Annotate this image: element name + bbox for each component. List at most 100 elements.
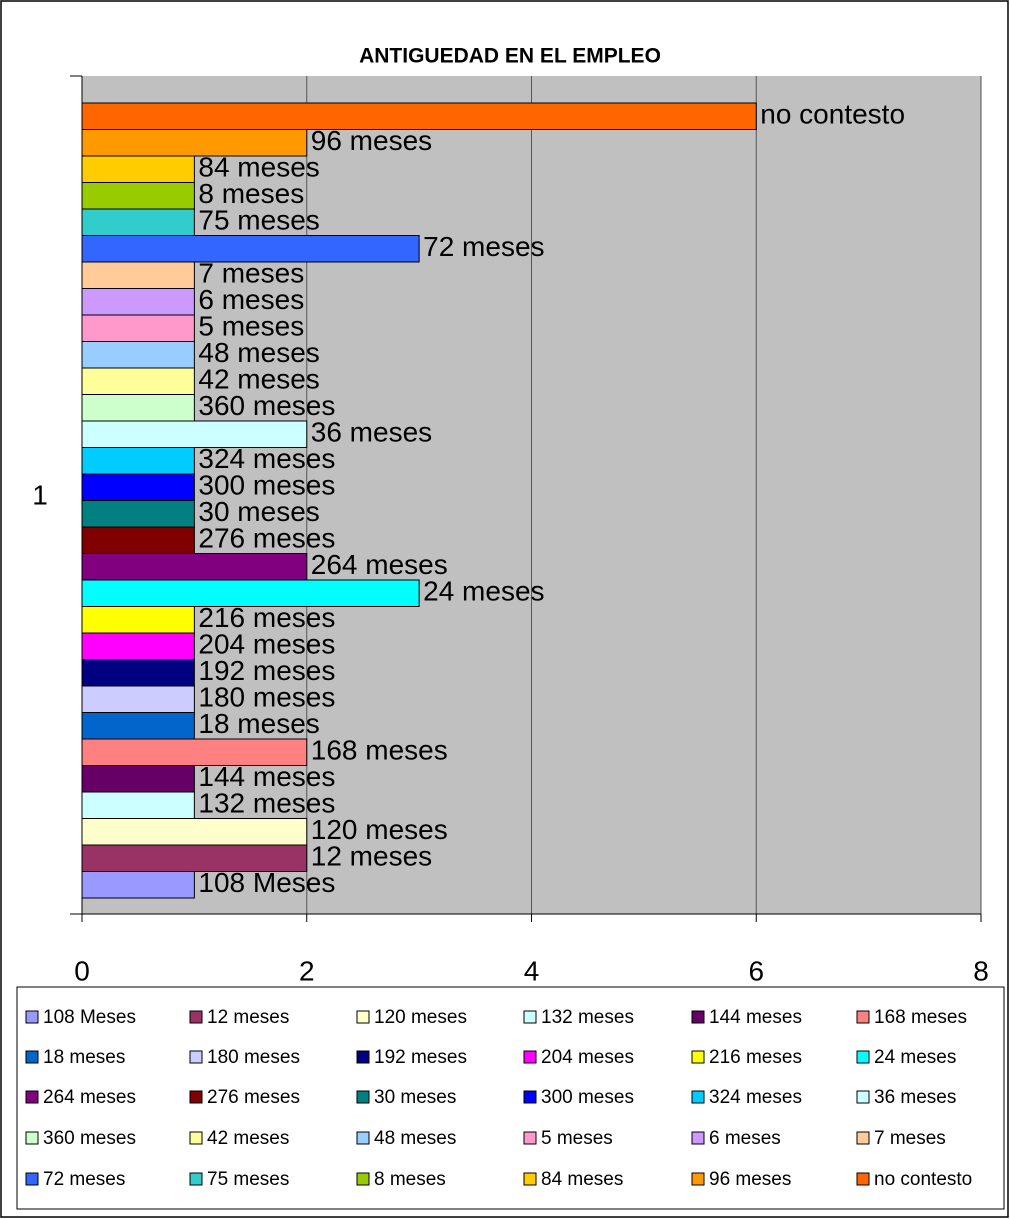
legend-label: 12 meses bbox=[207, 1007, 289, 1028]
bar bbox=[81, 447, 195, 475]
bar bbox=[81, 367, 195, 395]
legend-label: 36 meses bbox=[874, 1087, 956, 1108]
data-label: 132 meses bbox=[198, 788, 335, 819]
legend-swatch bbox=[189, 1010, 203, 1024]
data-label: 264 meses bbox=[311, 549, 448, 580]
bar bbox=[81, 553, 308, 581]
legend-swatch bbox=[856, 1172, 870, 1186]
data-label: 168 meses bbox=[311, 735, 448, 766]
x-tick-label: 2 bbox=[299, 955, 315, 986]
bar bbox=[81, 182, 195, 210]
legend-swatch bbox=[25, 1090, 39, 1104]
legend-label: 42 meses bbox=[207, 1128, 289, 1149]
legend-label: 360 meses bbox=[43, 1128, 136, 1149]
data-label: 18 meses bbox=[198, 708, 319, 739]
legend-label: 75 meses bbox=[207, 1169, 289, 1190]
bar bbox=[81, 765, 195, 793]
bar bbox=[81, 102, 757, 130]
data-label: 72 meses bbox=[423, 231, 544, 262]
data-label: 30 meses bbox=[198, 496, 319, 527]
legend-label: 264 meses bbox=[43, 1087, 136, 1108]
legend-label: 5 meses bbox=[541, 1128, 613, 1149]
legend-swatch bbox=[856, 1010, 870, 1024]
y-category-label: 1 bbox=[32, 479, 48, 510]
bar bbox=[81, 685, 195, 713]
legend-swatch bbox=[691, 1172, 705, 1186]
legend-swatch bbox=[523, 1090, 537, 1104]
legend-label: 180 meses bbox=[207, 1047, 300, 1068]
legend-swatch bbox=[189, 1172, 203, 1186]
bar bbox=[81, 871, 195, 899]
data-label: 96 meses bbox=[311, 125, 432, 156]
bar bbox=[81, 208, 195, 236]
legend-label: 120 meses bbox=[374, 1007, 467, 1028]
legend-label: 168 meses bbox=[874, 1007, 967, 1028]
data-label: 8 meses bbox=[198, 178, 304, 209]
data-label: 120 meses bbox=[311, 814, 448, 845]
data-label: 36 meses bbox=[311, 417, 432, 448]
chart-title: ANTIGUEDAD EN EL EMPLEO bbox=[359, 45, 661, 68]
bar bbox=[81, 288, 195, 316]
bar bbox=[81, 526, 195, 554]
legend-label: 18 meses bbox=[43, 1047, 125, 1068]
data-label: no contesto bbox=[760, 99, 905, 130]
legend-swatch bbox=[25, 1050, 39, 1064]
data-label: 324 meses bbox=[198, 443, 335, 474]
legend-label: 84 meses bbox=[541, 1169, 623, 1190]
data-label: 75 meses bbox=[198, 205, 319, 236]
data-label: 7 meses bbox=[198, 258, 304, 289]
legend-label: 300 meses bbox=[541, 1087, 634, 1108]
x-tick-label: 6 bbox=[748, 955, 764, 986]
x-tick-label: 4 bbox=[524, 955, 540, 986]
legend-label: 24 meses bbox=[874, 1047, 956, 1068]
data-label: 180 meses bbox=[198, 682, 335, 713]
data-label: 300 meses bbox=[198, 470, 335, 501]
data-label: 108 Meses bbox=[198, 867, 335, 898]
data-label: 42 meses bbox=[198, 364, 319, 395]
data-label: 84 meses bbox=[198, 152, 319, 183]
bar bbox=[81, 632, 195, 660]
bar bbox=[81, 844, 308, 872]
data-label: 24 meses bbox=[423, 576, 544, 607]
bar bbox=[81, 235, 420, 263]
legend-swatch bbox=[356, 1131, 370, 1145]
bar bbox=[81, 500, 195, 528]
x-tick-label: 0 bbox=[74, 955, 90, 986]
legend-label: 204 meses bbox=[541, 1047, 634, 1068]
bar bbox=[81, 579, 420, 607]
legend-swatch bbox=[856, 1131, 870, 1145]
legend-label: 96 meses bbox=[709, 1169, 791, 1190]
bar bbox=[81, 791, 195, 819]
legend-swatch bbox=[189, 1090, 203, 1104]
legend-swatch bbox=[523, 1010, 537, 1024]
legend-swatch bbox=[523, 1172, 537, 1186]
legend-label: 276 meses bbox=[207, 1087, 300, 1108]
data-label: 216 meses bbox=[198, 602, 335, 633]
data-label: 144 meses bbox=[198, 761, 335, 792]
legend-label: 144 meses bbox=[709, 1007, 802, 1028]
legend-swatch bbox=[356, 1172, 370, 1186]
legend-box bbox=[16, 986, 1005, 1210]
legend-swatch bbox=[691, 1050, 705, 1064]
legend-label: 48 meses bbox=[374, 1128, 456, 1149]
legend-label: 132 meses bbox=[541, 1007, 634, 1028]
bar bbox=[81, 659, 195, 687]
data-label: 6 meses bbox=[198, 284, 304, 315]
legend-swatch bbox=[856, 1050, 870, 1064]
legend-swatch bbox=[523, 1131, 537, 1145]
bar bbox=[81, 261, 195, 289]
bar bbox=[81, 155, 195, 183]
bar bbox=[81, 712, 195, 740]
legend-label: 192 meses bbox=[374, 1047, 467, 1068]
bar bbox=[81, 473, 195, 501]
legend-swatch bbox=[691, 1090, 705, 1104]
legend-label: 8 meses bbox=[374, 1169, 446, 1190]
legend-swatch bbox=[856, 1090, 870, 1104]
bar bbox=[81, 129, 308, 157]
bar bbox=[81, 341, 195, 369]
legend-label: 324 meses bbox=[709, 1087, 802, 1108]
data-label: 12 meses bbox=[311, 841, 432, 872]
legend-swatch bbox=[356, 1090, 370, 1104]
legend-label: no contesto bbox=[874, 1169, 972, 1190]
